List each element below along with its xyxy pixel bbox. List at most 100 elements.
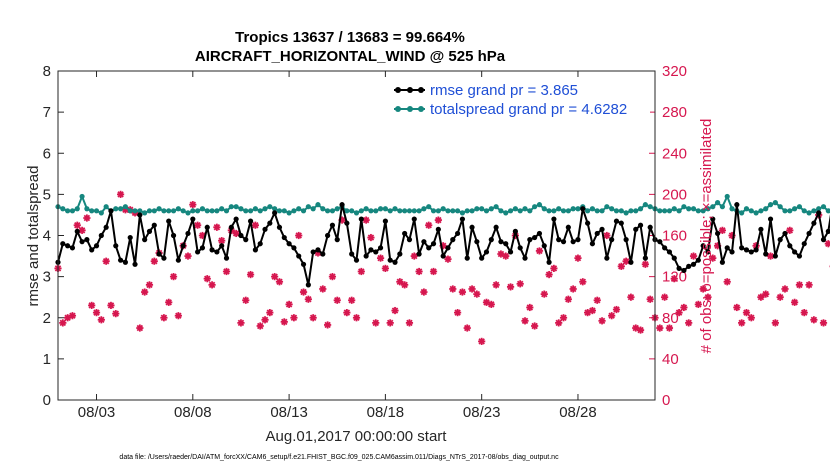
rmse-point bbox=[459, 216, 466, 222]
obs-assimilated-marker bbox=[150, 257, 158, 265]
obs-assimilated-marker bbox=[699, 285, 707, 293]
rmse-point bbox=[450, 237, 456, 243]
y-tick-label-left: 0 bbox=[43, 392, 51, 409]
totalspread-point bbox=[195, 208, 201, 214]
totalspread-point bbox=[300, 208, 307, 214]
rmse-point bbox=[594, 230, 600, 237]
obs-assimilated-marker bbox=[381, 264, 389, 272]
totalspread-point bbox=[806, 210, 812, 216]
obs-assimilated-marker bbox=[222, 267, 231, 276]
obs-assimilated-marker bbox=[203, 275, 211, 283]
rmse-point bbox=[507, 249, 514, 255]
legend-spread-marker bbox=[407, 106, 413, 112]
totalspread-point bbox=[450, 208, 456, 214]
rmse-point bbox=[103, 224, 109, 230]
rmse-point bbox=[700, 243, 706, 249]
totalspread-point bbox=[291, 208, 297, 214]
totalspread-point bbox=[637, 206, 644, 212]
totalspread-point bbox=[166, 208, 172, 214]
legend-spread-marker bbox=[395, 106, 401, 112]
obs-assimilated-marker bbox=[391, 306, 399, 315]
totalspread-point bbox=[262, 206, 268, 212]
totalspread-point bbox=[267, 204, 273, 210]
obs-assimilated-marker bbox=[59, 319, 67, 327]
rmse-point bbox=[825, 228, 830, 234]
rmse-point bbox=[195, 249, 201, 255]
obs-assimilated-marker bbox=[555, 319, 563, 327]
totalspread-point bbox=[647, 204, 653, 210]
totalspread-point bbox=[512, 206, 518, 212]
totalspread-point bbox=[676, 208, 682, 214]
rmse-point bbox=[98, 232, 104, 239]
totalspread-point bbox=[373, 208, 379, 214]
obs-assimilated-marker bbox=[545, 270, 553, 279]
rmse-point bbox=[339, 202, 345, 208]
totalspread-point bbox=[305, 204, 311, 210]
rmse-point bbox=[714, 230, 721, 237]
rmse-point bbox=[474, 239, 480, 245]
totalspread-series bbox=[55, 193, 830, 216]
obs-assimilated-marker bbox=[333, 296, 341, 304]
totalspread-point bbox=[541, 206, 547, 212]
obs-assimilated-marker bbox=[208, 281, 216, 289]
rmse-point bbox=[633, 226, 639, 232]
totalspread-point bbox=[459, 210, 466, 216]
obs-assimilated-marker bbox=[795, 281, 804, 289]
totalspread-point bbox=[748, 208, 754, 214]
totalspread-point bbox=[334, 206, 340, 212]
rmse-point bbox=[286, 241, 292, 247]
totalspread-point bbox=[820, 204, 827, 210]
y-tick-label-right: 40 bbox=[662, 351, 679, 368]
totalspread-point bbox=[142, 210, 148, 216]
totalspread-point bbox=[84, 206, 90, 212]
obs-assimilated-marker bbox=[160, 314, 168, 322]
obs-assimilated-marker bbox=[704, 293, 712, 301]
rmse-point bbox=[334, 237, 340, 243]
totalspread-point bbox=[671, 206, 677, 212]
rmse-point bbox=[455, 230, 461, 237]
totalspread-point bbox=[204, 208, 210, 214]
rmse-point bbox=[820, 237, 827, 243]
rmse-point bbox=[272, 210, 278, 216]
totalspread-point bbox=[565, 208, 571, 214]
rmse-point bbox=[695, 257, 701, 263]
obs-assimilated-marker bbox=[516, 280, 524, 288]
obs-assimilated-marker bbox=[324, 321, 332, 329]
totalspread-point bbox=[787, 208, 793, 214]
rmse-point bbox=[585, 220, 591, 226]
obs-assimilated-marker bbox=[275, 278, 284, 286]
obs-assimilated-marker bbox=[680, 303, 688, 312]
totalspread-point bbox=[223, 208, 230, 214]
rmse-point bbox=[325, 232, 331, 239]
rmse-point bbox=[464, 255, 470, 261]
totalspread-point bbox=[363, 206, 369, 212]
obs-assimilated-marker bbox=[786, 226, 794, 234]
rmse-point bbox=[300, 261, 307, 267]
totalspread-point bbox=[455, 208, 461, 214]
rmse-point bbox=[517, 245, 523, 251]
obs-assimilated-marker bbox=[367, 233, 375, 242]
y-axis-label-right: # of obs: o=possible; ×=assimilated bbox=[698, 119, 715, 354]
obs-assimilated-marker bbox=[112, 310, 120, 318]
totalspread-point bbox=[416, 208, 422, 214]
obs-assimilated-marker bbox=[670, 275, 678, 283]
obs-assimilated-marker bbox=[723, 278, 731, 286]
obs-assimilated-marker bbox=[299, 288, 308, 296]
totalspread-point bbox=[719, 204, 726, 210]
rmse-point bbox=[108, 208, 114, 214]
totalspread-point bbox=[695, 208, 701, 214]
obs-assimilated-marker bbox=[102, 257, 110, 265]
rmse-point bbox=[93, 243, 100, 249]
obs-assimilated-marker bbox=[747, 314, 755, 322]
obs-assimilated-marker bbox=[68, 312, 77, 320]
obs-assimilated-marker bbox=[246, 270, 255, 279]
totalspread-point bbox=[714, 200, 721, 206]
plot-frame bbox=[57, 70, 656, 401]
totalspread-point bbox=[604, 204, 610, 210]
obs-assimilated-marker bbox=[810, 316, 818, 324]
rmse-point bbox=[132, 261, 138, 267]
totalspread-point bbox=[503, 210, 509, 216]
obs-assimilated-marker bbox=[636, 326, 645, 334]
rmse-point bbox=[146, 228, 153, 234]
obs-assimilated-marker bbox=[612, 305, 621, 314]
